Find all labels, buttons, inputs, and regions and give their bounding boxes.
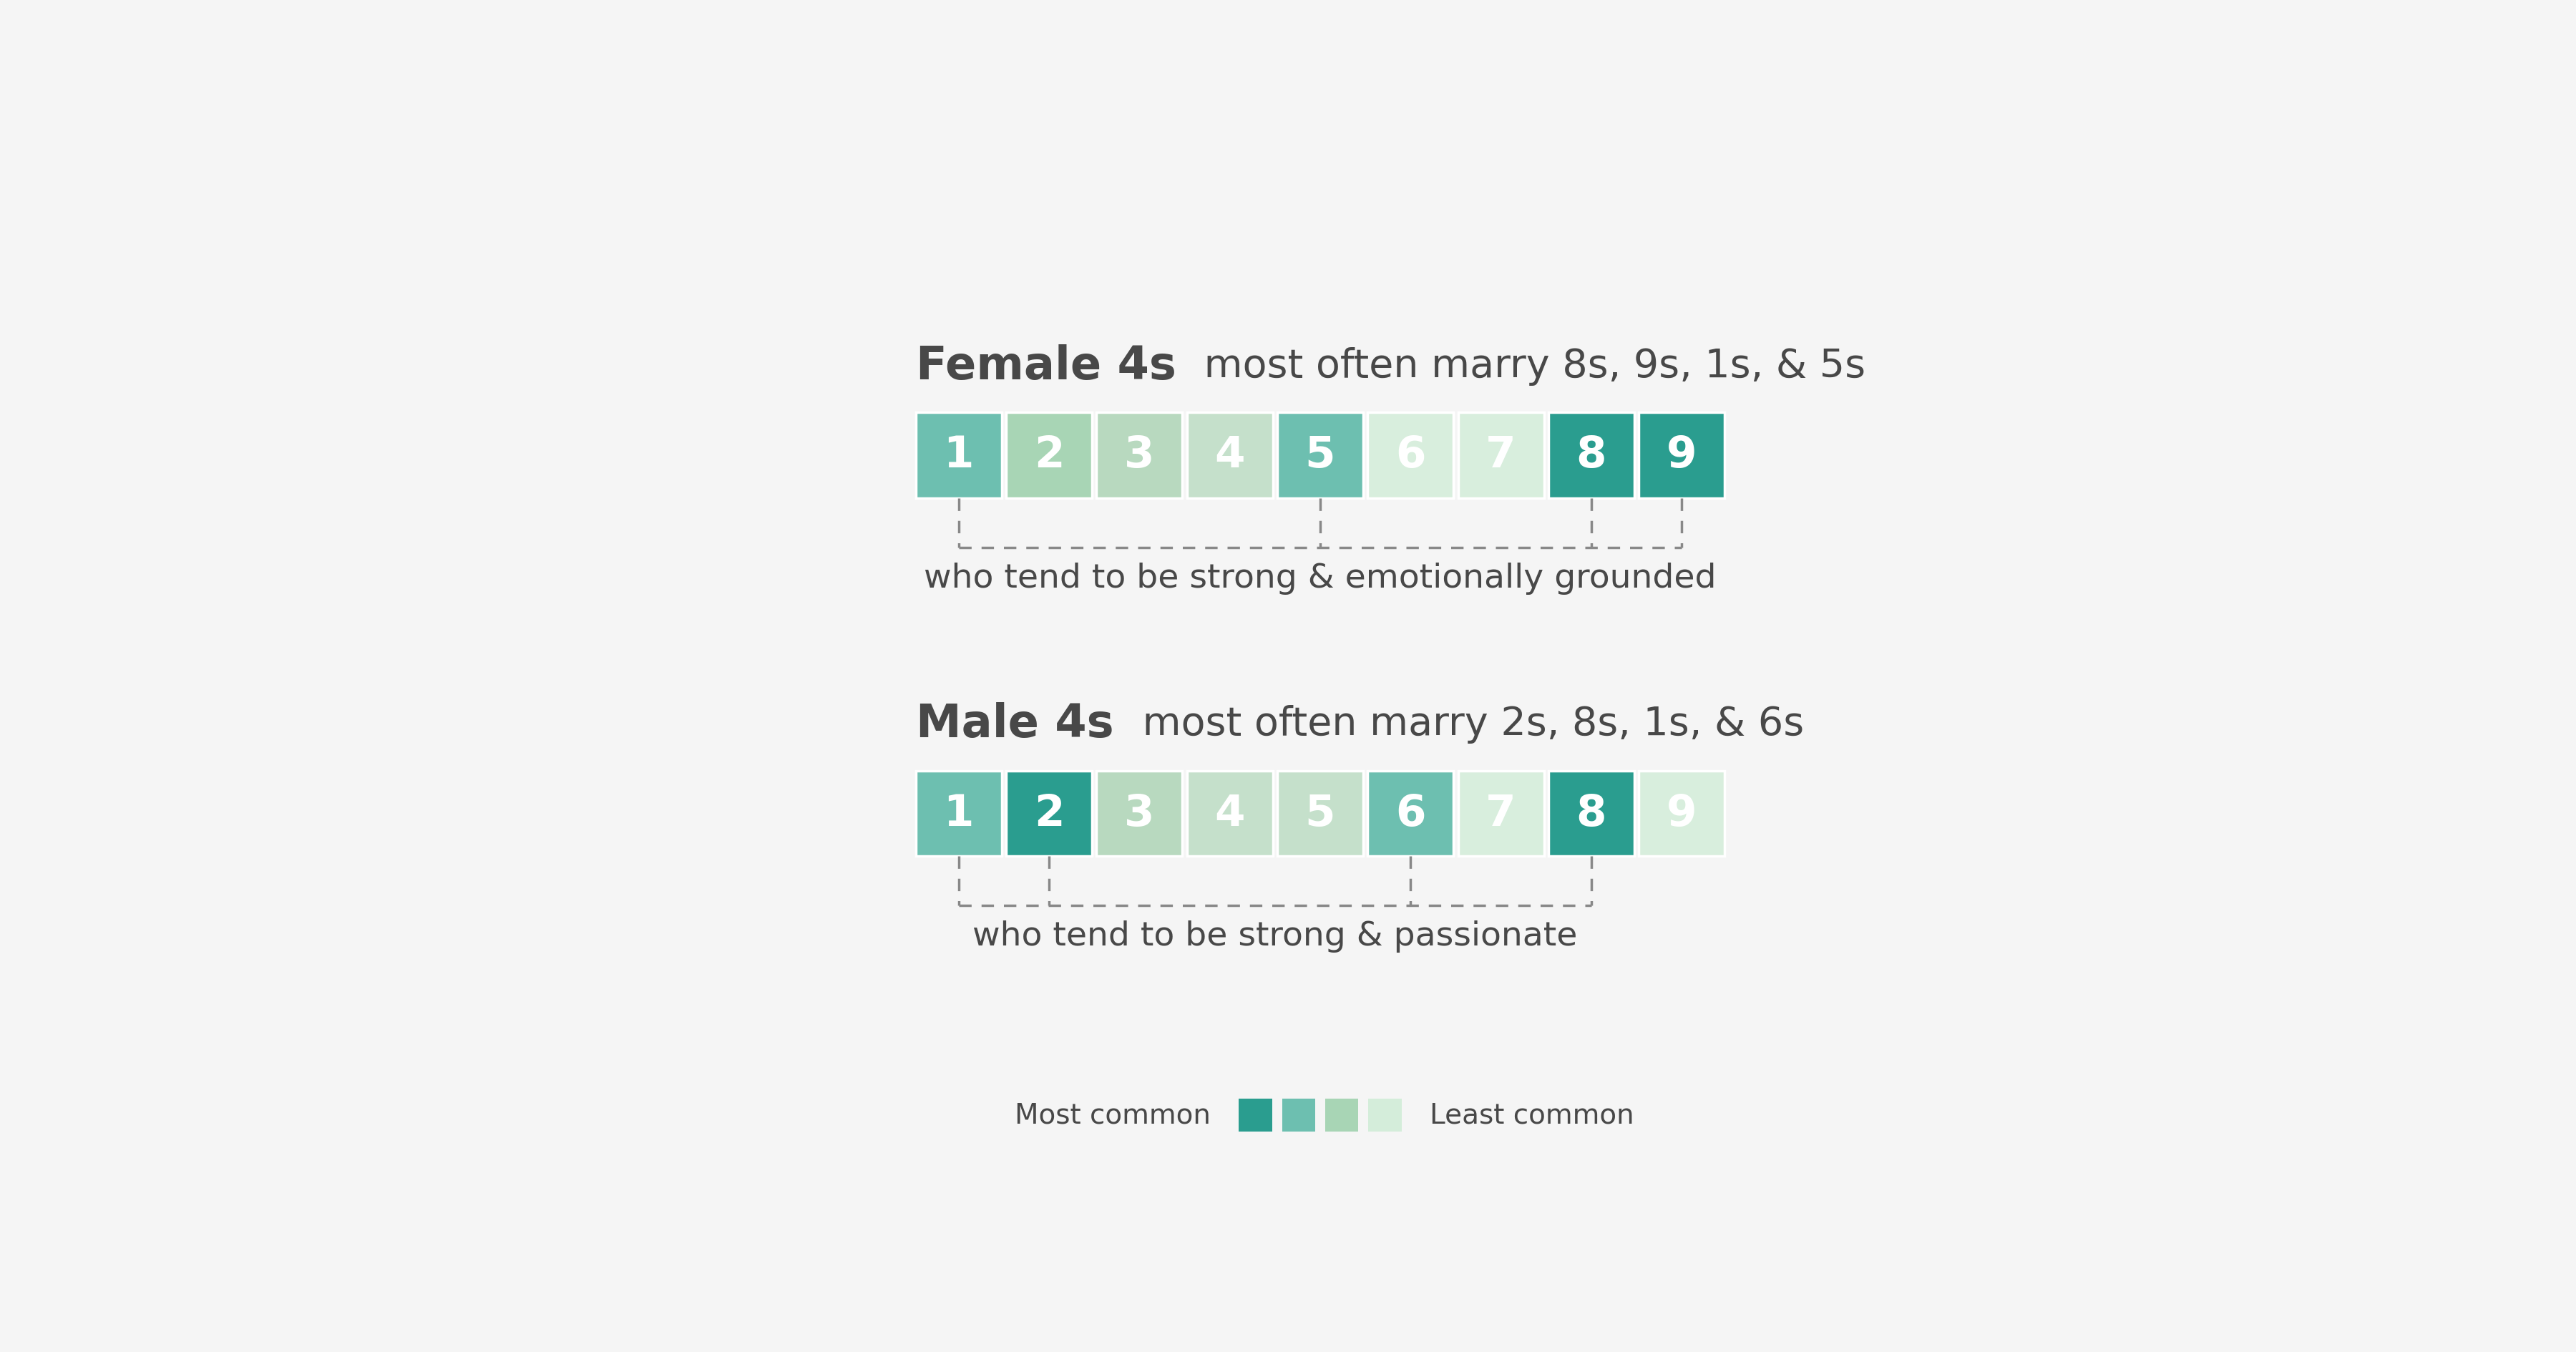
- Text: most often marry 2s, 8s, 1s, & 6s: most often marry 2s, 8s, 1s, & 6s: [1131, 704, 1803, 744]
- Bar: [1097, 771, 1182, 856]
- Text: 7: 7: [1486, 434, 1517, 477]
- Text: 6: 6: [1396, 792, 1425, 834]
- Bar: [1239, 1099, 1273, 1132]
- Text: 8: 8: [1577, 434, 1607, 477]
- Text: 1: 1: [943, 434, 974, 477]
- Bar: [1007, 771, 1092, 856]
- Bar: [1324, 1099, 1358, 1132]
- Text: most often marry 8s, 9s, 1s, & 5s: most often marry 8s, 9s, 1s, & 5s: [1190, 346, 1865, 385]
- Text: 3: 3: [1123, 792, 1154, 834]
- Text: Least common: Least common: [1430, 1102, 1633, 1129]
- Bar: [1007, 412, 1092, 499]
- Bar: [914, 412, 1002, 499]
- Bar: [1638, 771, 1726, 856]
- Text: 4: 4: [1216, 434, 1244, 477]
- Text: 8: 8: [1577, 792, 1607, 834]
- Bar: [1458, 771, 1543, 856]
- Text: 4: 4: [1216, 792, 1244, 834]
- Bar: [914, 771, 1002, 856]
- Text: 3: 3: [1123, 434, 1154, 477]
- Text: 9: 9: [1667, 434, 1698, 477]
- Text: Most common: Most common: [1015, 1102, 1211, 1129]
- Bar: [1638, 412, 1726, 499]
- Bar: [1368, 771, 1453, 856]
- Text: 9: 9: [1667, 792, 1698, 834]
- Text: who tend to be strong & passionate: who tend to be strong & passionate: [974, 921, 1577, 952]
- Bar: [1278, 412, 1363, 499]
- Bar: [1368, 1099, 1401, 1132]
- Text: 5: 5: [1306, 434, 1334, 477]
- Bar: [1283, 1099, 1316, 1132]
- Text: 7: 7: [1486, 792, 1517, 834]
- Text: 5: 5: [1306, 792, 1334, 834]
- Text: 1: 1: [943, 792, 974, 834]
- Bar: [1278, 771, 1363, 856]
- Text: Male 4s: Male 4s: [914, 702, 1113, 746]
- Text: Female 4s: Female 4s: [914, 343, 1177, 388]
- Text: 2: 2: [1033, 792, 1064, 834]
- Bar: [1188, 412, 1273, 499]
- Text: 2: 2: [1033, 434, 1064, 477]
- Text: who tend to be strong & emotionally grounded: who tend to be strong & emotionally grou…: [925, 562, 1716, 594]
- Bar: [1458, 412, 1543, 499]
- Bar: [1097, 412, 1182, 499]
- Text: 6: 6: [1396, 434, 1425, 477]
- Bar: [1188, 771, 1273, 856]
- Bar: [1548, 771, 1633, 856]
- Bar: [1368, 412, 1453, 499]
- Bar: [1548, 412, 1633, 499]
